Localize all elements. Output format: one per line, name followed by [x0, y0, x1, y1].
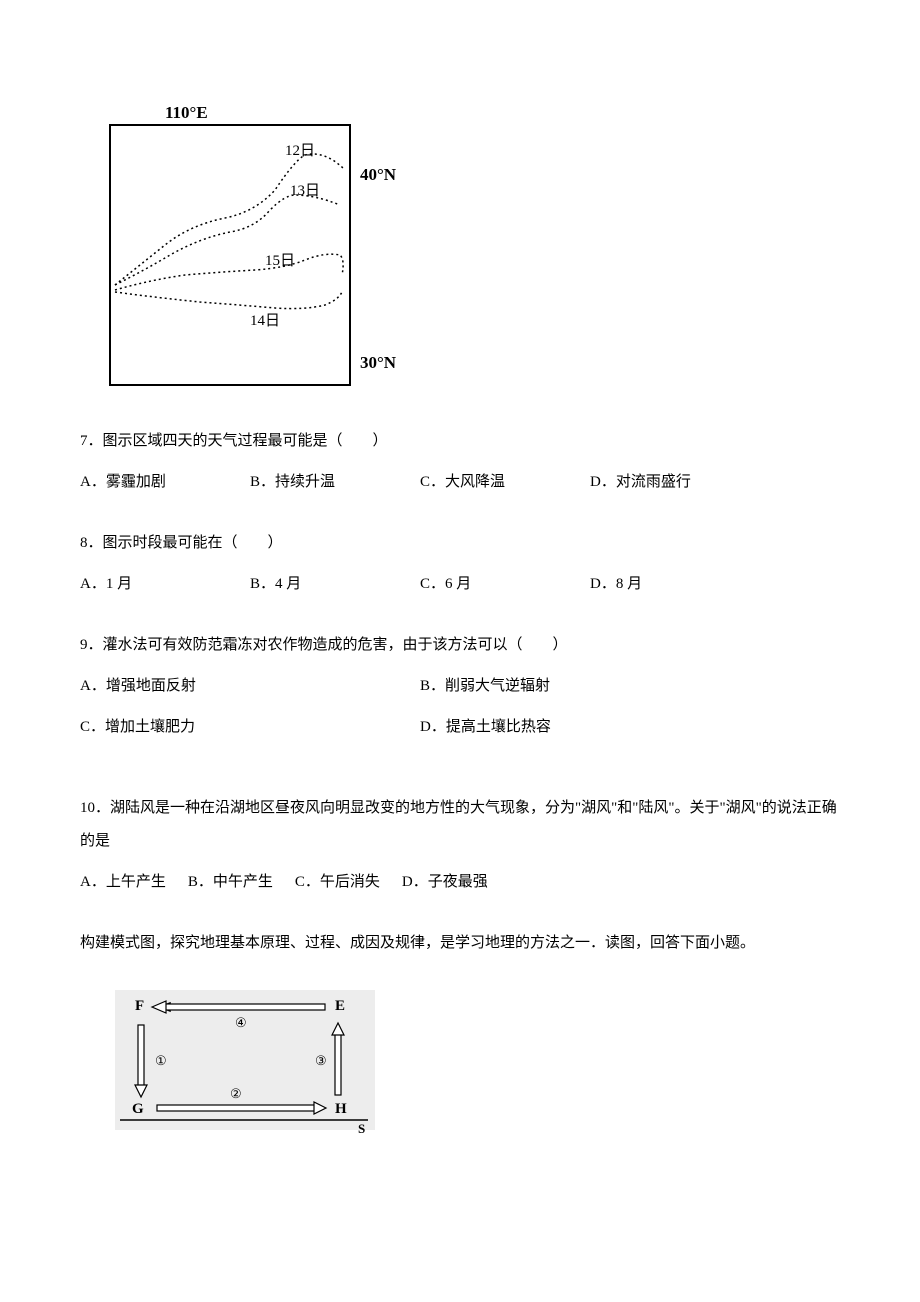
figure-weather-map: 110°E 40°N 30°N 12日 13日 15日 14日 — [90, 100, 840, 395]
day15-label: 15日 — [265, 253, 295, 269]
q9-opt-c: C．增加土壤肥力 — [80, 711, 420, 744]
q10-options: A．上午产生 B．中午产生 C．午后消失 D．子夜最强 — [80, 866, 840, 899]
curve-day13 — [115, 195, 340, 285]
lat-top-label: 40°N — [360, 165, 397, 184]
question-9: 9．灌水法可有效防范霜冻对农作物造成的危害，由于该方法可以（ ） A．增强地面反… — [80, 629, 840, 744]
figure-circulation: F E ④ G H S ① ③ ② — [110, 985, 840, 1150]
q10-opt-b: B．中午产生 — [188, 866, 273, 899]
question-7: 7．图示区域四天的天气过程最可能是（ ） A．雾霾加剧 B．持续升温 C．大风降… — [80, 425, 840, 499]
q9-options-row2: C．增加土壤肥力 D．提高土壤比热容 — [80, 711, 840, 744]
label-h: H — [335, 1101, 347, 1117]
q8-opt-c: C．6 月 — [420, 568, 590, 601]
instruction-text: 构建模式图，探究地理基本原理、过程、成因及规律，是学习地理的方法之一．读图，回答… — [80, 927, 840, 960]
lon-label: 110°E — [165, 103, 208, 122]
day13-label: 13日 — [290, 183, 320, 199]
label-2: ② — [230, 1086, 242, 1101]
q7-opt-a: A．雾霾加剧 — [80, 466, 250, 499]
q7-opt-b: B．持续升温 — [250, 466, 420, 499]
q10-stem: 10．湖陆风是一种在沿湖地区昼夜风向明显改变的地方性的大气现象，分为"湖风"和"… — [80, 792, 840, 858]
label-s: S — [358, 1121, 365, 1136]
curve-day15 — [115, 254, 343, 290]
label-f: F — [135, 998, 144, 1014]
question-8: 8．图示时段最可能在（ ） A．1 月 B．4 月 C．6 月 D．8 月 — [80, 527, 840, 601]
q7-options: A．雾霾加剧 B．持续升温 C．大风降温 D．对流雨盛行 — [80, 466, 840, 499]
label-1: ① — [155, 1053, 167, 1068]
weather-map-svg: 110°E 40°N 30°N 12日 13日 15日 14日 — [90, 100, 410, 395]
map-box — [110, 125, 350, 385]
arrow-3-body — [335, 1032, 341, 1095]
q7-opt-c: C．大风降温 — [420, 466, 590, 499]
q10-opt-d: D．子夜最强 — [402, 866, 488, 899]
question-10: 10．湖陆风是一种在沿湖地区昼夜风向明显改变的地方性的大气现象，分为"湖风"和"… — [80, 792, 840, 899]
label-e: E — [335, 998, 345, 1014]
q9-options-row1: A．增强地面反射 B．削弱大气逆辐射 — [80, 670, 840, 703]
curve-day12 — [115, 154, 345, 285]
circulation-svg: F E ④ G H S ① ③ ② — [110, 985, 390, 1140]
arrow-1-body — [138, 1025, 144, 1088]
q10-opt-a: A．上午产生 — [80, 866, 166, 899]
lat-bottom-label: 30°N — [360, 353, 397, 372]
q9-opt-d: D．提高土壤比热容 — [420, 711, 760, 744]
day12-label: 12日 — [285, 143, 315, 159]
q7-stem: 7．图示区域四天的天气过程最可能是（ ） — [80, 425, 840, 458]
label-4: ④ — [235, 1015, 247, 1030]
q9-stem: 9．灌水法可有效防范霜冻对农作物造成的危害，由于该方法可以（ ） — [80, 629, 840, 662]
q8-opt-b: B．4 月 — [250, 568, 420, 601]
q9-opt-b: B．削弱大气逆辐射 — [420, 670, 760, 703]
q8-stem: 8．图示时段最可能在（ ） — [80, 527, 840, 560]
q10-opt-c: C．午后消失 — [295, 866, 380, 899]
curve-day14 — [115, 292, 342, 309]
q9-opt-a: A．增强地面反射 — [80, 670, 420, 703]
q7-opt-d: D．对流雨盛行 — [590, 466, 760, 499]
day14-label: 14日 — [250, 313, 280, 329]
q8-options: A．1 月 B．4 月 C．6 月 D．8 月 — [80, 568, 840, 601]
label-3: ③ — [315, 1053, 327, 1068]
arrow-4-body — [160, 1004, 325, 1010]
arrow-2-body — [157, 1105, 317, 1111]
q8-opt-a: A．1 月 — [80, 568, 250, 601]
label-g: G — [132, 1101, 144, 1117]
q8-opt-d: D．8 月 — [590, 568, 760, 601]
